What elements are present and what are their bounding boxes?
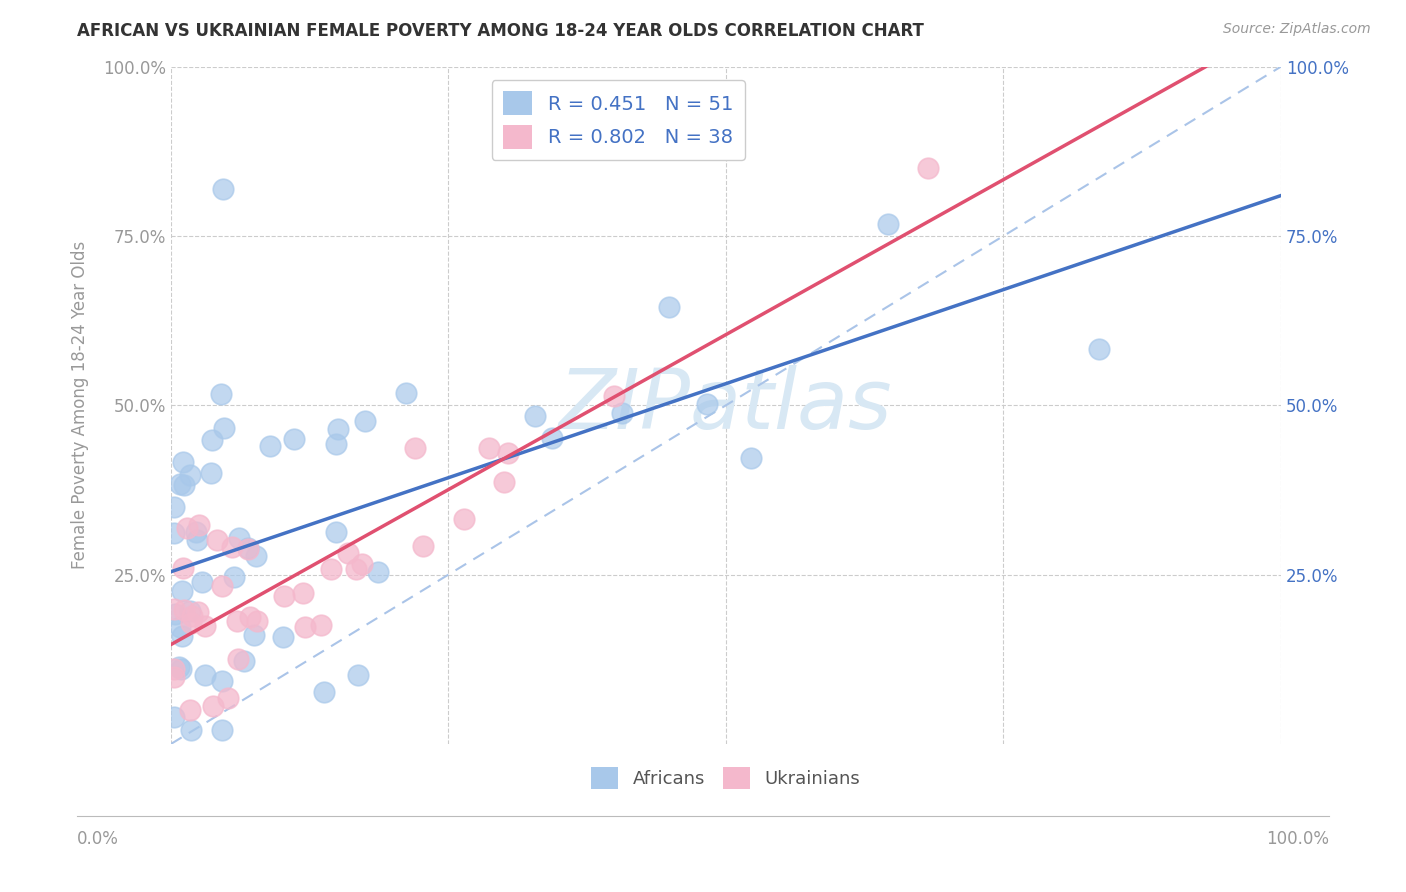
Point bbox=[191, 574, 214, 589]
Point bbox=[319, 562, 342, 576]
Point bbox=[201, 433, 224, 447]
Y-axis label: Female Poverty Among 18-24 Year Olds: Female Poverty Among 18-24 Year Olds bbox=[72, 241, 89, 569]
Point bbox=[172, 629, 194, 643]
Point bbox=[173, 603, 195, 617]
Point bbox=[326, 422, 349, 436]
Point bbox=[325, 437, 347, 451]
Point bbox=[294, 619, 316, 633]
Point bbox=[205, 533, 228, 548]
Point bbox=[209, 387, 232, 401]
Point bbox=[172, 560, 194, 574]
Point bbox=[238, 542, 260, 557]
Point bbox=[169, 620, 191, 634]
Point bbox=[877, 217, 900, 231]
Point bbox=[453, 511, 475, 525]
Point bbox=[238, 541, 260, 555]
Point bbox=[496, 446, 519, 460]
Point bbox=[347, 667, 370, 681]
Point bbox=[492, 475, 515, 489]
Point bbox=[172, 583, 194, 598]
Point bbox=[194, 619, 217, 633]
Point bbox=[212, 181, 235, 195]
Text: Source: ZipAtlas.com: Source: ZipAtlas.com bbox=[1223, 22, 1371, 37]
Point bbox=[176, 521, 198, 535]
Point bbox=[224, 570, 246, 584]
Point bbox=[610, 406, 633, 420]
Point bbox=[337, 546, 360, 560]
Point bbox=[283, 432, 305, 446]
Point bbox=[523, 409, 546, 424]
Point bbox=[226, 652, 249, 666]
Point bbox=[163, 710, 186, 724]
Point bbox=[211, 673, 233, 688]
Point bbox=[212, 421, 235, 435]
Point bbox=[180, 609, 202, 624]
Text: 0.0%: 0.0% bbox=[77, 830, 120, 847]
Point bbox=[180, 723, 202, 738]
Point bbox=[273, 589, 295, 603]
Point bbox=[163, 602, 186, 616]
Point bbox=[179, 604, 201, 618]
Point bbox=[179, 703, 201, 717]
Point bbox=[239, 610, 262, 624]
Point bbox=[194, 668, 217, 682]
Point bbox=[271, 630, 294, 644]
Point bbox=[325, 525, 347, 540]
Text: 100.0%: 100.0% bbox=[1265, 830, 1329, 847]
Point bbox=[163, 607, 186, 621]
Point bbox=[186, 524, 208, 539]
Point bbox=[246, 614, 269, 628]
Point bbox=[163, 500, 186, 514]
Point bbox=[173, 478, 195, 492]
Text: AFRICAN VS UKRAINIAN FEMALE POVERTY AMONG 18-24 YEAR OLDS CORRELATION CHART: AFRICAN VS UKRAINIAN FEMALE POVERTY AMON… bbox=[77, 22, 924, 40]
Point bbox=[228, 531, 250, 545]
Point bbox=[344, 562, 367, 576]
Legend: Africans, Ukrainians: Africans, Ukrainians bbox=[583, 759, 868, 796]
Point bbox=[186, 533, 208, 548]
Point bbox=[917, 161, 939, 176]
Point bbox=[658, 301, 681, 315]
Point bbox=[478, 441, 501, 455]
Point bbox=[395, 385, 418, 400]
Point bbox=[233, 654, 256, 668]
Text: ZIPatlas: ZIPatlas bbox=[560, 365, 893, 446]
Point bbox=[354, 414, 377, 428]
Point bbox=[180, 615, 202, 630]
Point bbox=[245, 549, 267, 563]
Point bbox=[314, 685, 336, 699]
Point bbox=[350, 557, 373, 571]
Point bbox=[217, 690, 239, 705]
Point bbox=[172, 454, 194, 468]
Point bbox=[211, 723, 233, 738]
Point bbox=[404, 442, 426, 456]
Point bbox=[170, 662, 193, 676]
Point bbox=[211, 579, 233, 593]
Point bbox=[169, 477, 191, 491]
Point bbox=[602, 389, 624, 403]
Point bbox=[367, 566, 389, 580]
Point bbox=[541, 431, 564, 445]
Point bbox=[242, 627, 264, 641]
Point bbox=[292, 585, 315, 599]
Point bbox=[259, 439, 281, 453]
Point bbox=[221, 540, 243, 554]
Point bbox=[226, 614, 249, 628]
Point bbox=[200, 467, 222, 481]
Point bbox=[1088, 343, 1111, 357]
Point bbox=[163, 662, 186, 676]
Point bbox=[187, 605, 209, 619]
Point bbox=[163, 526, 186, 541]
Point bbox=[187, 517, 209, 532]
Point bbox=[696, 397, 718, 411]
Point bbox=[169, 660, 191, 674]
Point bbox=[201, 699, 224, 714]
Point bbox=[163, 670, 186, 684]
Point bbox=[740, 450, 762, 465]
Point bbox=[412, 539, 434, 553]
Point bbox=[179, 467, 201, 482]
Point bbox=[309, 617, 332, 632]
